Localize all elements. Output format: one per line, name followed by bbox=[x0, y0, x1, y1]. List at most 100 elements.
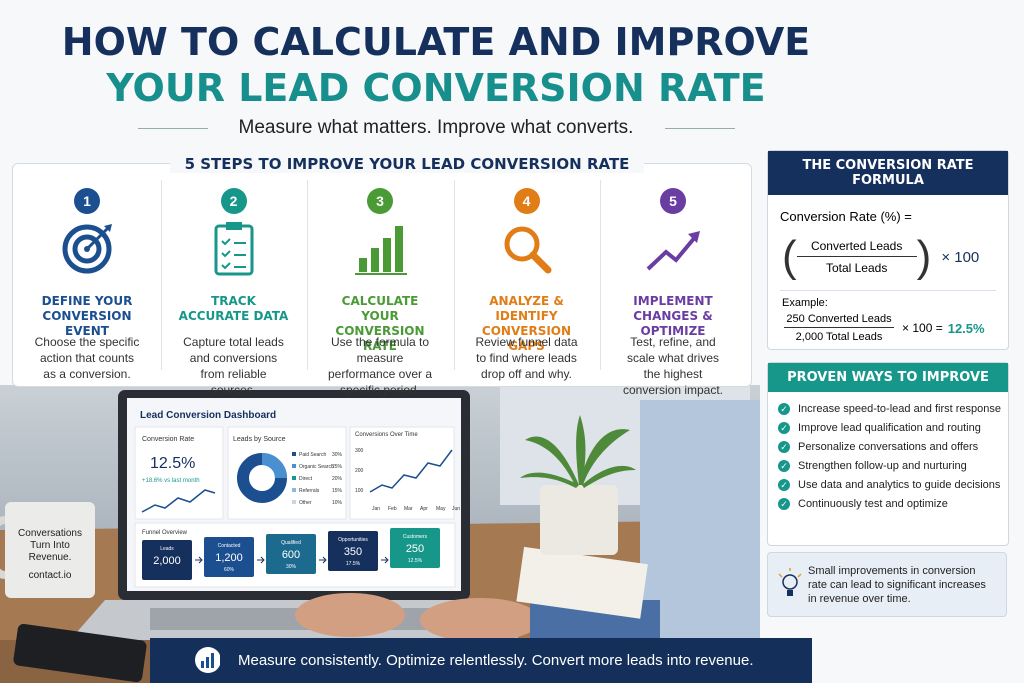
trend-tick: 300 bbox=[355, 448, 364, 454]
step-number: 2 bbox=[220, 188, 247, 214]
step: 4 ANALYZE & IDENTIFY CONVERSION GAPS Revie… bbox=[454, 188, 600, 382]
funnel-stage: Customers bbox=[403, 534, 428, 540]
step-icon bbox=[161, 214, 307, 284]
funnel-stage: Contacted bbox=[218, 543, 241, 549]
month-label: Apr bbox=[420, 506, 428, 512]
funnel-count: 2,000 bbox=[153, 555, 181, 567]
funnel-arrow bbox=[381, 556, 389, 564]
title-line-2: YOUR LEAD CONVERSION RATE bbox=[106, 66, 766, 110]
funnel-box bbox=[204, 537, 254, 577]
legend-value: 20% bbox=[332, 476, 343, 482]
funnel-rate: 17.5% bbox=[346, 561, 361, 567]
subtitle: Measure what matters. Improve what conve… bbox=[238, 117, 634, 138]
funnel-rate: 60% bbox=[224, 567, 235, 573]
tip: Small improvements in conversion rate ca… bbox=[808, 564, 986, 605]
bulb-icon bbox=[778, 567, 802, 596]
funnel-count: 600 bbox=[282, 549, 300, 561]
trend-tick: 100 bbox=[355, 488, 364, 494]
example-result: 12.5% bbox=[947, 320, 985, 336]
improve-box: PROVEN WAYS TO IMPROVE ✓ Increase speed-t… bbox=[767, 362, 1009, 546]
improve-text: Strengthen follow-up and nurturing bbox=[798, 460, 967, 472]
step-title: ANALYZE & IDENTIFY CONVERSION GAPS bbox=[481, 294, 572, 353]
improve-heading: PROVEN WAYS TO IMPROVE bbox=[768, 363, 1008, 392]
example-multiplier: × 100 = bbox=[902, 321, 943, 335]
mug-site: contact.io bbox=[28, 570, 72, 581]
funnel-count: 1,200 bbox=[215, 552, 243, 564]
funnel-arrow bbox=[257, 556, 265, 564]
step-title: DEFINE YOUR CONVERSION EVENT bbox=[41, 294, 133, 338]
legend-value: 30% bbox=[332, 452, 343, 458]
step-icon bbox=[454, 214, 600, 284]
step-number: 5 bbox=[660, 188, 686, 214]
improve-text: Continuously test and optimize bbox=[798, 498, 948, 510]
legend-value: 10% bbox=[332, 500, 343, 506]
funnel-box bbox=[266, 534, 316, 574]
month-label: Feb bbox=[388, 506, 397, 512]
banner-text: Measure consistently. Optimize relentles… bbox=[238, 652, 754, 669]
check-icon: ✓ bbox=[778, 498, 790, 510]
step-icon bbox=[307, 214, 453, 284]
example-denominator: 2,000 Total Leads bbox=[795, 331, 883, 343]
step-divider bbox=[453, 180, 455, 370]
rate-label: Conversion Rate bbox=[142, 436, 194, 443]
legend-swatch bbox=[292, 452, 296, 456]
month-label: Jun bbox=[452, 506, 460, 512]
improve-text: Improve lead qualification and routing bbox=[798, 422, 981, 434]
legend-swatch bbox=[292, 500, 296, 504]
month-label: Mar bbox=[404, 506, 413, 512]
improve-item: ✓ Strengthen follow-up and nurturing bbox=[778, 460, 1008, 472]
funnel-stage: Qualified bbox=[281, 540, 301, 546]
step-number: 3 bbox=[367, 188, 393, 214]
example-numerator: 250 Converted Leads bbox=[784, 313, 894, 328]
trend-label: Conversions Over Time bbox=[355, 432, 418, 438]
multiplier: × 100 bbox=[941, 248, 980, 266]
legend-label: Organic Search bbox=[299, 464, 334, 470]
step-text: Capture total leads and conversions from… bbox=[183, 335, 284, 397]
improve-item: ✓ Personalize conversations and offers bbox=[778, 441, 1008, 453]
icon bbox=[646, 231, 700, 271]
check-icon: ✓ bbox=[778, 403, 790, 415]
legend-value: 15% bbox=[332, 488, 343, 494]
step: 2 TRACK ACCURATE DATA Capture total leads … bbox=[161, 188, 307, 398]
legend-swatch bbox=[292, 464, 296, 468]
formula-box: THE CONVERSION RATE FORMULA Conversion R… bbox=[767, 150, 1009, 350]
icon bbox=[214, 222, 253, 276]
improve-text: Increase speed-to-lead and first respons… bbox=[798, 403, 1002, 415]
funnel-box bbox=[328, 531, 378, 571]
formula-heading: THE CONVERSION RATE FORMULA bbox=[768, 151, 1008, 195]
rule bbox=[138, 128, 208, 129]
legend-swatch bbox=[292, 488, 296, 492]
dash-title: Lead Conversion Dashboard bbox=[140, 410, 276, 421]
numerator: Converted Leads bbox=[796, 239, 917, 257]
denominator: Total Leads bbox=[825, 261, 888, 275]
step-text: Choose the specific action that counts a… bbox=[34, 335, 140, 381]
month-label: May bbox=[436, 506, 446, 512]
rule bbox=[665, 128, 735, 129]
funnel-arrow bbox=[195, 556, 203, 564]
step-number: 4 bbox=[513, 188, 540, 214]
step-text: Review funnel data to find where leads d… bbox=[475, 335, 578, 381]
step-icon bbox=[600, 214, 746, 284]
funnel-rate: 12.5% bbox=[408, 558, 423, 564]
rate-change: +18.6% vs last month bbox=[142, 478, 200, 484]
step-title: IMPLEMENT CHANGES & OPTIMIZE bbox=[633, 294, 713, 338]
step-divider bbox=[307, 180, 308, 370]
mug-text: Conversations Turn Into Revenue. contact.… bbox=[18, 528, 82, 581]
legend-swatch bbox=[292, 476, 296, 480]
icon bbox=[504, 226, 551, 274]
month-label: Jan bbox=[372, 506, 380, 512]
funnel-label: Funnel Overview bbox=[142, 530, 188, 536]
trend-tick: 200 bbox=[355, 468, 364, 474]
legend-label: Referrals bbox=[299, 488, 320, 494]
step-title: TRACK ACCURATE DATA bbox=[178, 294, 289, 323]
funnel-arrow bbox=[319, 556, 327, 564]
legend-label: Other bbox=[299, 500, 312, 506]
funnel-rate: 30% bbox=[286, 564, 297, 570]
improve-item: ✓ Continuously test and optimize bbox=[778, 498, 1008, 510]
example-label: Example: bbox=[782, 297, 828, 309]
improve-text: Use data and analytics to guide decision… bbox=[798, 479, 1001, 491]
check-icon: ✓ bbox=[778, 441, 790, 453]
step: 1 DEFINE YOUR CONVERSION EVENT Choose the … bbox=[14, 188, 160, 382]
step-title: CALCULATE YOUR CONVERSION RATE bbox=[335, 294, 425, 353]
improve-item: ✓ Improve lead qualification and routing bbox=[778, 422, 1008, 434]
